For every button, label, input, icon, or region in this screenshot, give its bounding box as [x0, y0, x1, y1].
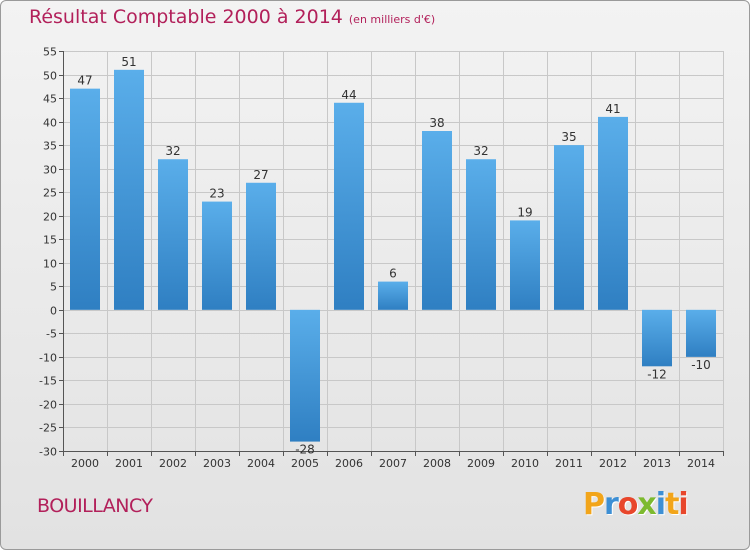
- data-label-2006: 44: [341, 88, 356, 102]
- bar-2000: [70, 88, 100, 310]
- y-tick-label: 15: [43, 234, 57, 247]
- logo-letter: P: [583, 487, 605, 522]
- y-tick-label: 20: [43, 211, 57, 224]
- axes: 5550454035302520151050-5-10-15-20-25-302…: [39, 46, 724, 470]
- logo-letter: x: [637, 487, 656, 522]
- x-tick-label-2011: 2011: [555, 457, 583, 470]
- bars: [70, 69, 716, 442]
- y-tick-label: -15: [39, 375, 57, 388]
- data-label-2014: -10: [691, 358, 711, 372]
- y-tick-label: 0: [50, 305, 57, 318]
- x-tick-label-2000: 2000: [71, 457, 99, 470]
- x-tick-label-2014: 2014: [687, 457, 715, 470]
- x-tick-label-2001: 2001: [115, 457, 143, 470]
- bar-2011: [554, 145, 584, 310]
- y-tick-label: 25: [43, 187, 57, 200]
- data-labels: 47 51 32 23 27 -28 44 6 38 32 19 35 41 -12 -10: [77, 55, 710, 457]
- logo-letter: r: [604, 487, 619, 522]
- x-tick-label-2005: 2005: [291, 457, 319, 470]
- bar-2003: [202, 201, 232, 310]
- x-tick-label-2003: 2003: [203, 457, 231, 470]
- y-tick-label: 30: [43, 164, 57, 177]
- data-label-2001: 51: [121, 55, 136, 69]
- x-tick-label-2010: 2010: [511, 457, 539, 470]
- data-label-2008: 38: [429, 116, 444, 130]
- y-tick-label: 40: [43, 117, 57, 130]
- data-label-2009: 32: [473, 144, 488, 158]
- chart-title: Résultat Comptable 2000 à 2014 (en millie…: [29, 6, 435, 28]
- y-tick-label: -20: [39, 399, 57, 412]
- x-tick-label-2009: 2009: [467, 457, 495, 470]
- bar-2012: [598, 116, 628, 310]
- data-label-2011: 35: [561, 130, 576, 144]
- y-tick-label: 55: [43, 46, 57, 59]
- data-label-2005: -28: [295, 443, 315, 457]
- y-tick-label: -10: [39, 352, 57, 365]
- data-label-2000: 47: [77, 74, 92, 88]
- title-unit: (en milliers d'€): [348, 13, 436, 26]
- bar-2010: [510, 220, 540, 310]
- x-tick-label-2002: 2002: [159, 457, 187, 470]
- logo-letter: i: [678, 487, 688, 522]
- bar-2007: [378, 281, 408, 310]
- bar-2004: [246, 182, 276, 310]
- bar-2005: [290, 309, 320, 442]
- logo-letter: o: [617, 487, 639, 522]
- data-label-2004: 27: [253, 168, 268, 182]
- bar-2014: [686, 309, 716, 357]
- y-tick-label: 45: [43, 93, 57, 106]
- data-label-2013: -12: [647, 367, 667, 381]
- x-tick-label-2012: 2012: [599, 457, 627, 470]
- logo-letter: i: [655, 487, 666, 522]
- x-tick-label-2006: 2006: [335, 457, 363, 470]
- commune-name: BOUILLANCY: [37, 495, 153, 517]
- x-tick-label-2013: 2013: [643, 457, 671, 470]
- y-tick-label: 10: [43, 258, 57, 271]
- title-text: Résultat Comptable 2000 à 2014: [29, 6, 343, 28]
- data-label-2012: 41: [605, 102, 620, 116]
- y-tick-label: -30: [39, 446, 57, 459]
- bar-2002: [158, 159, 188, 310]
- bar-2001: [114, 69, 144, 310]
- y-tick-label: 50: [43, 70, 57, 83]
- x-tick-label-2007: 2007: [379, 457, 407, 470]
- bar-2008: [422, 131, 452, 310]
- data-label-2003: 23: [209, 187, 224, 201]
- data-label-2002: 32: [165, 144, 180, 158]
- bar-2006: [334, 102, 364, 310]
- bar-2009: [466, 159, 496, 310]
- proxiti-logo: Proxiti: [583, 487, 689, 522]
- y-tick-label: -25: [39, 422, 57, 435]
- data-label-2010: 19: [517, 205, 532, 219]
- x-tick-label-2008: 2008: [423, 457, 451, 470]
- bar-2013: [642, 309, 672, 367]
- y-tick-label: 35: [43, 140, 57, 153]
- logo-letter: t: [665, 487, 679, 522]
- x-tick-label-2004: 2004: [247, 457, 275, 470]
- data-label-2007: 6: [389, 267, 397, 281]
- y-tick-label: -5: [46, 328, 57, 341]
- y-tick-label: 5: [50, 281, 57, 294]
